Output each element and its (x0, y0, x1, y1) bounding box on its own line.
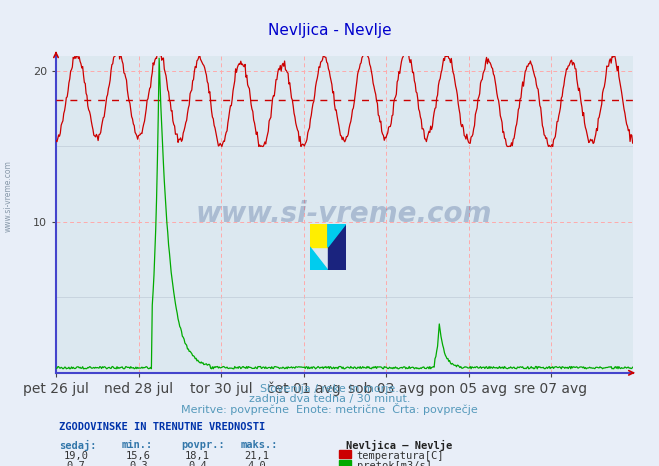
Polygon shape (310, 224, 328, 247)
Text: Nevljica - Nevlje: Nevljica - Nevlje (268, 23, 391, 38)
Text: 0,7: 0,7 (67, 461, 85, 466)
Text: pretok[m3/s]: pretok[m3/s] (357, 461, 432, 466)
Text: 15,6: 15,6 (126, 451, 151, 460)
Polygon shape (328, 224, 346, 247)
Polygon shape (328, 224, 346, 270)
Text: www.si-vreme.com: www.si-vreme.com (196, 200, 492, 228)
Text: povpr.:: povpr.: (181, 440, 225, 450)
Text: Nevljica – Nevlje: Nevljica – Nevlje (346, 440, 452, 452)
Text: www.si-vreme.com: www.si-vreme.com (3, 160, 13, 232)
Text: maks.:: maks.: (241, 440, 278, 450)
Text: Slovenija / reke in morje.: Slovenija / reke in morje. (260, 384, 399, 394)
Text: zadnja dva tedna / 30 minut.: zadnja dva tedna / 30 minut. (248, 394, 411, 404)
Text: 4,0: 4,0 (248, 461, 266, 466)
Text: ZGODOVINSKE IN TRENUTNE VREDNOSTI: ZGODOVINSKE IN TRENUTNE VREDNOSTI (59, 422, 266, 432)
Text: 0,3: 0,3 (129, 461, 148, 466)
Text: min.:: min.: (122, 440, 153, 450)
Text: 21,1: 21,1 (244, 451, 270, 460)
Text: 0,4: 0,4 (188, 461, 207, 466)
Text: temperatura[C]: temperatura[C] (357, 451, 444, 460)
Polygon shape (310, 247, 328, 270)
Text: sedaj:: sedaj: (59, 440, 97, 452)
Text: 18,1: 18,1 (185, 451, 210, 460)
Text: 19,0: 19,0 (63, 451, 88, 460)
Text: Meritve: povprečne  Enote: metrične  Črta: povprečje: Meritve: povprečne Enote: metrične Črta:… (181, 403, 478, 415)
